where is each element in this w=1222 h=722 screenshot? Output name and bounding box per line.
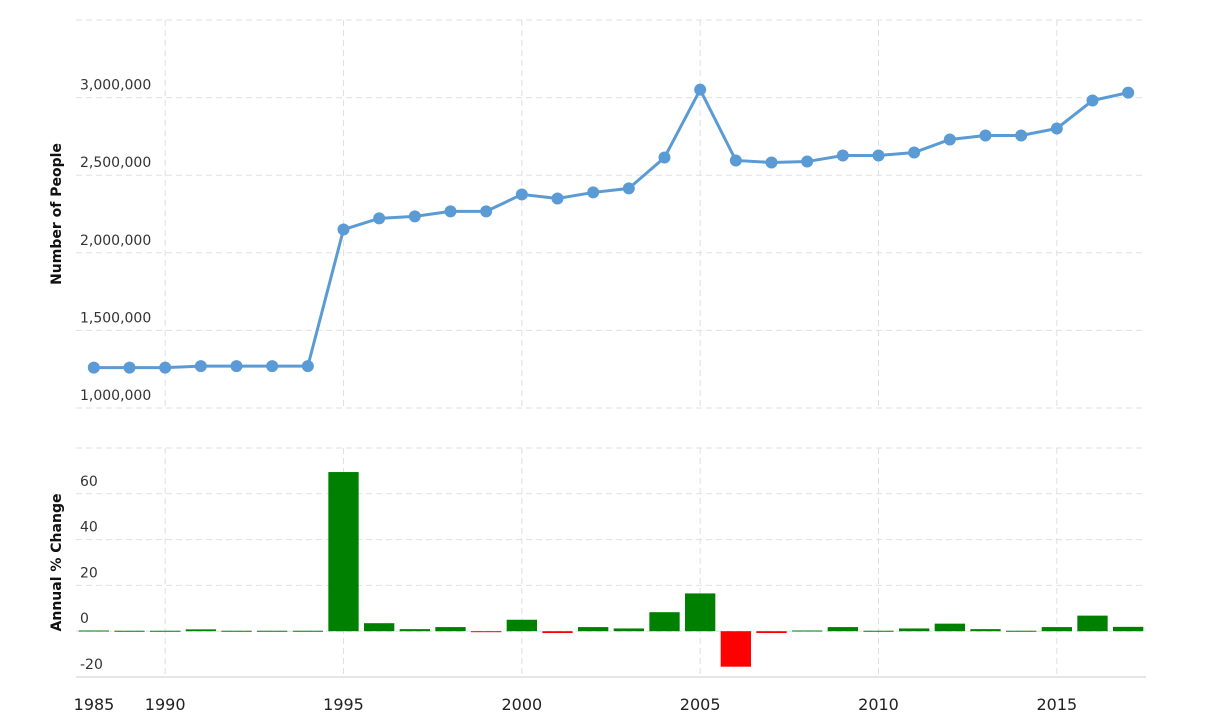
point [979,129,992,142]
point [480,205,493,218]
bar [827,627,858,632]
point [872,149,885,162]
x-tick-label: 1990 [145,695,186,714]
point [622,182,635,195]
bar [221,630,252,632]
bar [613,628,644,632]
bar [863,630,894,632]
point [587,186,600,199]
point [836,149,849,162]
point [1015,129,1028,142]
bar [934,623,965,632]
point [444,205,457,218]
bar [792,630,823,632]
bar [720,631,751,667]
y-tick-label: 3,000,000 [80,78,151,94]
point [694,83,707,96]
bar [364,623,395,632]
point [266,360,279,373]
bar [114,630,145,632]
point [373,212,386,225]
bar [649,612,680,632]
bar [185,629,216,632]
y-tick-label: 1,000,000 [80,388,151,404]
y-tick-label: 0 [80,611,89,627]
point [908,146,921,159]
y-tick-label: 40 [80,520,98,536]
bar [756,631,787,634]
y-tick-label: 1,500,000 [80,310,151,326]
x-tick-label: 2010 [858,695,899,714]
bar [435,627,466,632]
bar [78,630,109,632]
bar [1077,615,1108,632]
point [337,223,350,236]
x-tick-label: 2015 [1036,695,1077,714]
y-axis-label: Annual % Change [49,494,65,632]
bar [1006,630,1037,632]
line [93,86,1129,370]
point [943,133,956,146]
y-tick-label: 60 [80,474,98,490]
y-tick-label: -20 [80,657,103,673]
x-tick-label: 1985 [74,695,115,714]
bar [578,627,609,632]
point [1086,94,1099,107]
bar [685,593,716,632]
bar [150,630,181,632]
point [194,360,207,373]
bar [257,630,288,632]
point [408,210,421,223]
point [551,192,564,205]
bar [292,630,323,632]
x-tick-label: 2005 [680,695,721,714]
point [87,361,100,374]
bar [970,629,1001,632]
point [123,361,136,374]
bar [328,472,359,632]
point [230,360,243,373]
point [159,361,172,374]
point [729,154,742,167]
y-axis-label: Number of People [49,143,65,285]
bar [1041,627,1072,632]
bar [471,631,502,633]
bar [399,629,430,632]
y-tick-label: 2,500,000 [80,155,151,171]
point [1122,86,1135,99]
point [801,155,814,168]
point [301,360,314,373]
bar [506,619,537,632]
point [765,156,778,169]
bar [899,628,930,632]
point [1050,122,1063,135]
x-tick-label: 1995 [323,695,364,714]
y-tick-label: 2,000,000 [80,233,151,249]
y-tick-label: 20 [80,565,98,581]
bar [542,631,573,634]
bar [1113,626,1144,632]
point [515,188,528,201]
x-tick-label: 2000 [501,695,542,714]
point [658,151,671,164]
